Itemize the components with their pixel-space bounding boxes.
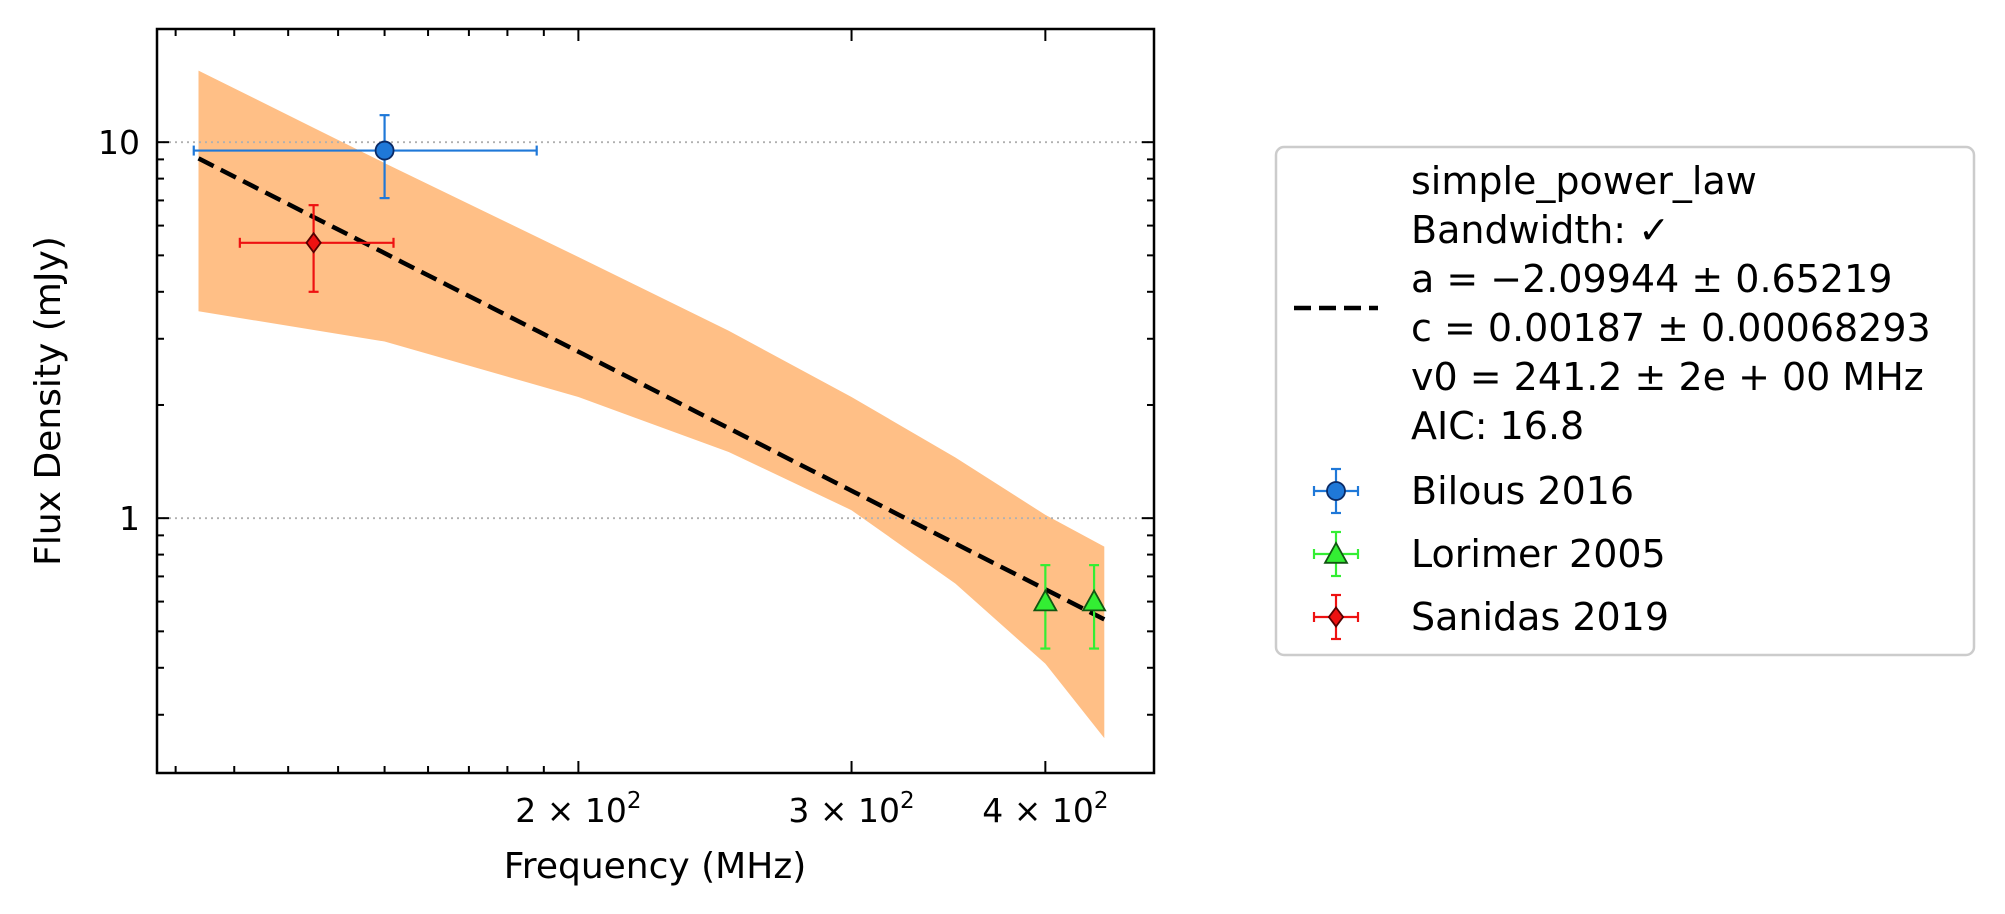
legend-fit-c: c = 0.00187 ± 0.00068293 bbox=[1411, 306, 1931, 350]
series-2-point-0-marker bbox=[305, 231, 322, 254]
legend-label-2: Sanidas 2019 bbox=[1411, 595, 1669, 639]
y-tick-label-10: 10 bbox=[98, 123, 140, 162]
x-tick-label-300: 3 × 102 bbox=[788, 788, 914, 830]
legend-fit-a: a = −2.09944 ± 0.65219 bbox=[1411, 257, 1892, 301]
legend-marker-2 bbox=[1327, 606, 1345, 628]
series-0-point-0-marker bbox=[374, 140, 395, 161]
legend: simple_power_law Bandwidth: ✓ a = −2.099… bbox=[1274, 145, 1976, 657]
legend-fit-v0: v0 = 241.2 ± 2e + 00 MHz bbox=[1411, 355, 1924, 399]
legend-fit-bandwidth: Bandwidth: ✓ bbox=[1411, 208, 1670, 252]
x-tick-label-200: 2 × 102 bbox=[515, 788, 641, 830]
legend-fit-aic: AIC: 16.8 bbox=[1411, 404, 1584, 448]
tick-labels: 2 × 102 3 × 102 4 × 102 1 10 bbox=[98, 123, 1108, 830]
legend-frame bbox=[1274, 145, 1976, 657]
x-tick-label-400: 4 × 102 bbox=[982, 788, 1108, 830]
series-1-point-0-marker bbox=[1032, 588, 1058, 612]
y-axis-title: Flux Density (mJy) bbox=[28, 236, 69, 566]
x-axis-title: Frequency (MHz) bbox=[504, 846, 807, 887]
legend-series-entries: Bilous 2016 Lorimer 2005 Sanidas 2019 bbox=[1312, 467, 1669, 641]
grid-layer bbox=[157, 141, 1154, 520]
legend-marker-0 bbox=[1326, 481, 1346, 501]
y-tick-label-1: 1 bbox=[119, 499, 140, 538]
fit-line-layer bbox=[197, 156, 1106, 622]
legend-label-0: Bilous 2016 bbox=[1411, 469, 1634, 513]
fit-line bbox=[197, 156, 1106, 622]
legend-fit-model: simple_power_law bbox=[1411, 159, 1757, 203]
plot-frame bbox=[155, 27, 1156, 775]
ticks-layer bbox=[157, 29, 1154, 773]
fit-uncertainty-band bbox=[198, 70, 1105, 739]
uncertainty-band-layer bbox=[198, 70, 1105, 739]
series-1-point-1-marker bbox=[1081, 588, 1107, 612]
legend-marker-1 bbox=[1323, 541, 1349, 564]
data-points-layer bbox=[192, 114, 1107, 650]
legend-label-1: Lorimer 2005 bbox=[1411, 532, 1666, 576]
